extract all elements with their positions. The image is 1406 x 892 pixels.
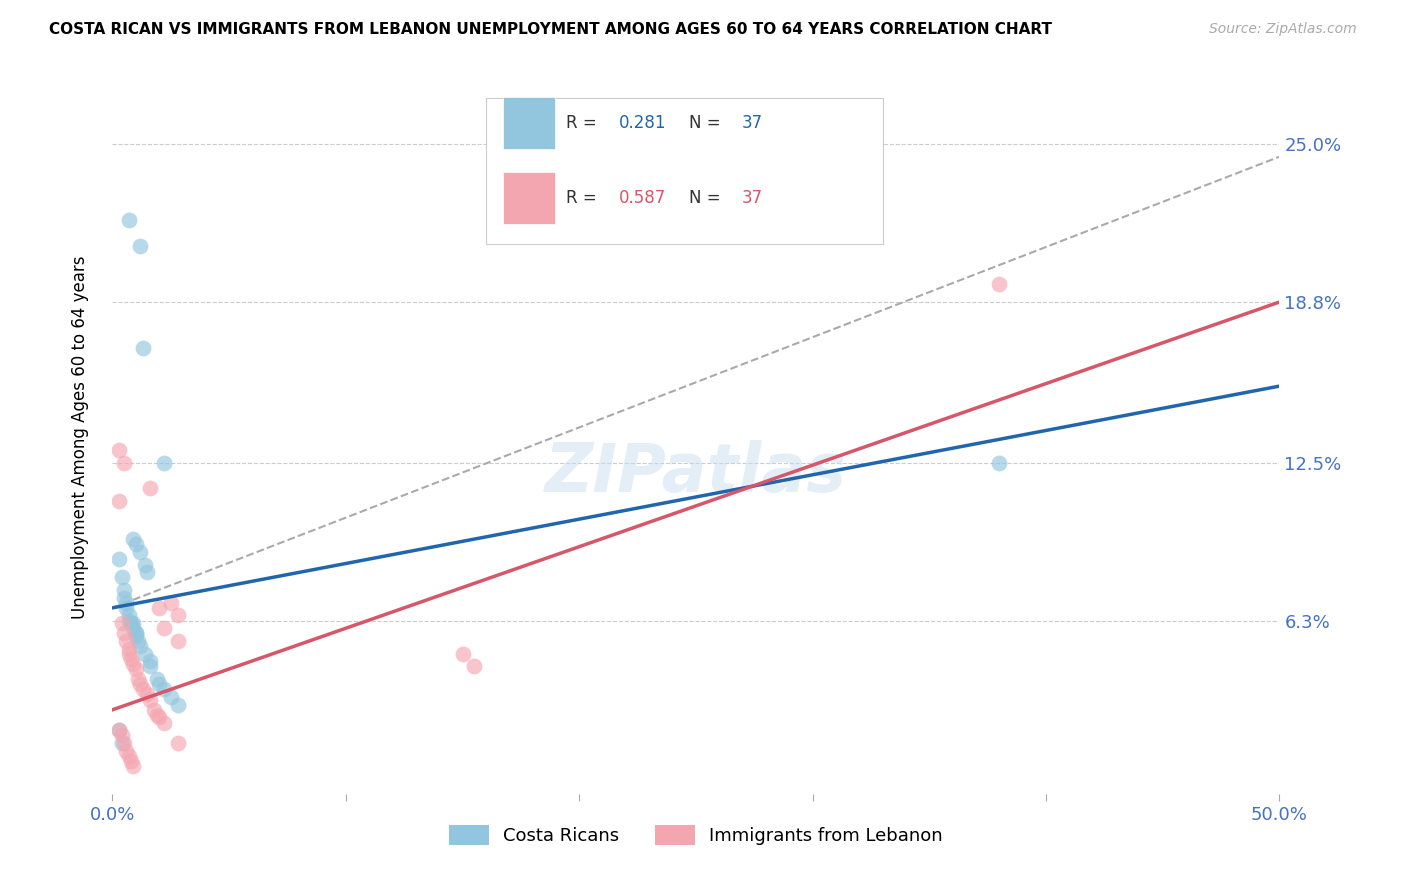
Point <box>132 682 155 697</box>
Y-axis label: Unemployment Among Ages 60 to 64 years: Unemployment Among Ages 60 to 64 years <box>70 255 89 619</box>
Point <box>166 634 188 648</box>
Point <box>122 616 145 631</box>
Point <box>134 647 156 661</box>
Point <box>125 662 148 676</box>
Point <box>129 677 152 691</box>
Point <box>108 723 131 738</box>
Point <box>115 600 138 615</box>
Point <box>112 591 135 605</box>
Point <box>132 341 155 355</box>
Point <box>125 629 148 643</box>
Point <box>153 715 176 730</box>
Text: R =: R = <box>567 189 602 207</box>
Text: 37: 37 <box>741 114 762 132</box>
Point <box>125 626 148 640</box>
Point <box>166 608 188 623</box>
Point <box>122 657 145 671</box>
Point <box>118 213 141 227</box>
Point <box>160 596 183 610</box>
Text: N =: N = <box>689 189 725 207</box>
Point <box>451 647 474 661</box>
Point <box>122 759 145 773</box>
Point <box>125 537 148 551</box>
Point <box>111 616 134 631</box>
Text: N =: N = <box>689 114 725 132</box>
Text: 0.281: 0.281 <box>619 114 666 132</box>
Point <box>139 481 162 495</box>
Point <box>148 600 170 615</box>
Point <box>148 677 170 691</box>
Point <box>115 596 138 610</box>
Point <box>153 621 176 635</box>
Point <box>108 493 131 508</box>
Point <box>988 277 1011 292</box>
Point <box>122 532 145 546</box>
Point <box>134 558 156 572</box>
Text: 0.587: 0.587 <box>619 189 666 207</box>
Point <box>108 552 131 566</box>
Point <box>118 748 141 763</box>
Point <box>143 703 166 717</box>
Point <box>118 608 141 623</box>
Point <box>118 647 141 661</box>
Point <box>118 614 141 628</box>
Point <box>146 672 169 686</box>
Point <box>115 743 138 757</box>
Point <box>129 239 152 253</box>
Point <box>129 639 152 653</box>
Point <box>127 634 149 648</box>
Point <box>112 626 135 640</box>
Legend: Costa Ricans, Immigrants from Lebanon: Costa Ricans, Immigrants from Lebanon <box>441 817 950 853</box>
Point <box>111 570 134 584</box>
Point <box>112 736 135 750</box>
Point <box>988 456 1011 470</box>
FancyBboxPatch shape <box>503 96 555 150</box>
Point <box>115 634 138 648</box>
Point <box>166 736 188 750</box>
Point <box>139 692 162 706</box>
Point <box>129 545 152 559</box>
Text: 37: 37 <box>741 189 762 207</box>
Point <box>148 710 170 724</box>
Point <box>118 641 141 656</box>
Point <box>136 688 159 702</box>
Point <box>112 456 135 470</box>
Point <box>120 616 142 631</box>
Point <box>120 754 142 768</box>
Point <box>122 621 145 635</box>
Point <box>166 698 188 712</box>
Point <box>108 723 131 738</box>
Point <box>136 565 159 579</box>
Text: ZIPatlas: ZIPatlas <box>546 440 846 506</box>
Point <box>153 456 176 470</box>
Point <box>112 582 135 597</box>
FancyBboxPatch shape <box>503 171 555 225</box>
FancyBboxPatch shape <box>486 98 883 244</box>
Point <box>127 672 149 686</box>
Point <box>125 626 148 640</box>
Point <box>139 659 162 673</box>
Point <box>139 654 162 668</box>
Point <box>111 728 134 742</box>
Text: R =: R = <box>567 114 602 132</box>
Point <box>120 652 142 666</box>
Point <box>120 616 142 631</box>
Text: Source: ZipAtlas.com: Source: ZipAtlas.com <box>1209 22 1357 37</box>
Point <box>146 707 169 722</box>
Point <box>160 690 183 704</box>
Text: COSTA RICAN VS IMMIGRANTS FROM LEBANON UNEMPLOYMENT AMONG AGES 60 TO 64 YEARS CO: COSTA RICAN VS IMMIGRANTS FROM LEBANON U… <box>49 22 1052 37</box>
Point <box>463 659 485 673</box>
Point <box>111 736 134 750</box>
Point <box>153 682 176 697</box>
Point <box>108 442 131 457</box>
